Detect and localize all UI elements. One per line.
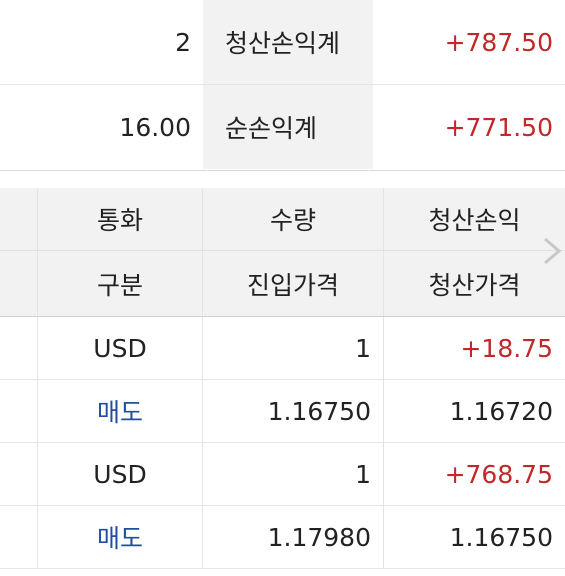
- cell-entry-price: 1.16750: [202, 380, 383, 442]
- header-type: 구분: [37, 251, 202, 316]
- cell-realized-pl: +768.75: [383, 443, 565, 505]
- row-spacer: [0, 506, 37, 568]
- summary-count: 2: [175, 27, 191, 57]
- table-header-row: 구분 진입가격 청산가격: [0, 251, 565, 317]
- summary-value: +787.50: [444, 27, 553, 57]
- table-header-row: 통화 수량 청산손익: [0, 188, 565, 251]
- summary-label: 청산손익계: [203, 0, 373, 84]
- row-spacer: [0, 317, 37, 379]
- cell-entry-price: 1.17980: [202, 506, 383, 568]
- cell-exit-price: 1.16720: [383, 380, 565, 442]
- summary-row-realized: 2 청산손익계 +787.50: [0, 0, 565, 85]
- section-divider: [0, 170, 565, 189]
- header-currency: 통화: [37, 188, 202, 250]
- summary-row-net: 16.00 순손익계 +771.50: [0, 85, 565, 169]
- row-spacer: [0, 443, 37, 505]
- cell-type: 매도: [37, 380, 202, 442]
- header-spacer: [0, 188, 37, 250]
- header-spacer: [0, 251, 37, 316]
- table-row[interactable]: USD 1 +768.75: [0, 443, 565, 506]
- chevron-right-icon[interactable]: [541, 236, 563, 266]
- cell-exit-price: 1.16750: [383, 506, 565, 568]
- header-exit-price: 청산가격: [383, 251, 565, 316]
- header-entry-price: 진입가격: [202, 251, 383, 316]
- summary-panel: 2 청산손익계 +787.50 16.00 순손익계 +771.50: [0, 0, 565, 170]
- cell-type: 매도: [37, 506, 202, 568]
- cell-realized-pl: +18.75: [383, 317, 565, 379]
- header-realized-pl: 청산손익: [383, 188, 565, 250]
- summary-label: 순손익계: [203, 85, 373, 169]
- summary-count: 16.00: [119, 112, 191, 142]
- cell-currency: USD: [37, 317, 202, 379]
- table-row[interactable]: 매도 1.16750 1.16720: [0, 380, 565, 443]
- cell-quantity: 1: [202, 317, 383, 379]
- header-quantity: 수량: [202, 188, 383, 250]
- summary-value: +771.50: [444, 112, 553, 142]
- cell-currency: USD: [37, 443, 202, 505]
- row-spacer: [0, 380, 37, 442]
- table-row[interactable]: USD 1 +18.75: [0, 317, 565, 380]
- table-row[interactable]: 매도 1.17980 1.16750: [0, 506, 565, 569]
- cell-quantity: 1: [202, 443, 383, 505]
